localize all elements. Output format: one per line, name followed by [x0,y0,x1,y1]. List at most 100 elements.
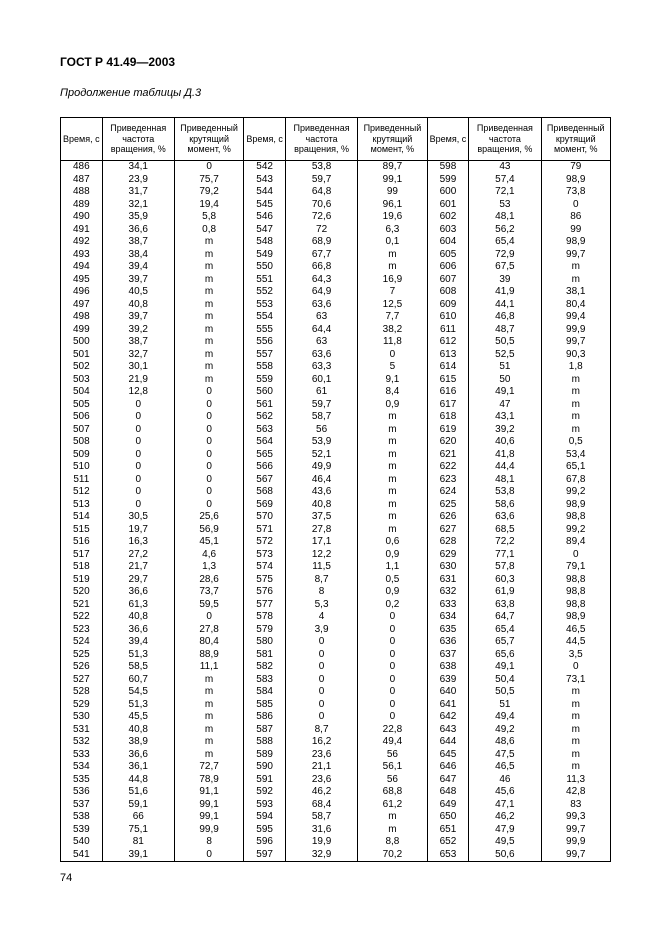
table-cell: 609 [427,299,469,312]
table-cell: 647 [427,774,469,787]
table-cell: 19,9 [285,836,357,849]
table-cell: 557 [244,349,286,362]
table-cell: 19,4 [174,199,243,212]
table-cell: 12,8 [102,386,174,399]
table-cell: 58,7 [285,411,357,424]
table-cell: 79,1 [541,561,611,574]
table-cell: m [541,261,611,274]
table-cell: 49,2 [469,724,541,737]
table-cell: 49,4 [358,736,427,749]
table-row: 48831,779,254464,89960072,173,8 [61,186,611,199]
table-cell: 52,1 [285,449,357,462]
table-cell: 558 [244,361,286,374]
table-cell: 73,7 [174,586,243,599]
table-cell: 0 [358,611,427,624]
table-row: 50132,7m55763,6061352,590,3 [61,349,611,362]
table-cell: 99,1 [174,811,243,824]
table-cell: 30,1 [102,361,174,374]
table-cell: 572 [244,536,286,549]
table-row: 51727,24,657312,20,962977,10 [61,549,611,562]
table-cell: 622 [427,461,469,474]
table-cell: 570 [244,511,286,524]
table-cell: 610 [427,311,469,324]
table-cell: m [358,486,427,499]
table-cell: 90,3 [541,349,611,362]
table-cell: m [174,699,243,712]
table-cell: m [174,261,243,274]
table-cell: 66 [102,811,174,824]
table-cell: 527 [61,674,103,687]
table-row: 48634,1054253,889,75984379 [61,161,611,174]
table-cell: 75,1 [102,824,174,837]
table-cell: 8,4 [358,386,427,399]
table-cell: 567 [244,474,286,487]
table-row: 5080056453,9m62040,60,5 [61,436,611,449]
table-cell: 507 [61,424,103,437]
table-cell: 5,8 [174,211,243,224]
table-cell: 53,4 [541,449,611,462]
table-cell: 598 [427,161,469,174]
table-cell: 526 [61,661,103,674]
table-cell: 40,6 [469,436,541,449]
table-cell: 587 [244,724,286,737]
table-cell: 47,5 [469,749,541,762]
table-cell: 0 [174,461,243,474]
table-cell: 61,9 [469,586,541,599]
table-cell: 72,6 [285,211,357,224]
table-cell: 46,5 [469,761,541,774]
table-cell: 58,5 [102,661,174,674]
table-cell: 5,3 [285,599,357,612]
table-cell: 65,7 [469,636,541,649]
table-cell: 0 [285,649,357,662]
table-cell: m [541,374,611,387]
table-cell: 644 [427,736,469,749]
table-cell: 522 [61,611,103,624]
table-row: 5130056940,8m62558,698,9 [61,499,611,512]
table-cell: 29,7 [102,574,174,587]
table-cell: 51 [469,699,541,712]
table-cell: 641 [427,699,469,712]
table-cell: 36,6 [102,624,174,637]
table-cell: 60,3 [469,574,541,587]
table-row: 50230,1m55863,35614511,8 [61,361,611,374]
table-cell: 571 [244,524,286,537]
table-cell: m [174,711,243,724]
table-cell: 98,8 [541,511,611,524]
table-cell: 650 [427,811,469,824]
table-cell: m [358,249,427,262]
table-cell: 577 [244,599,286,612]
table-cell: 40,5 [102,286,174,299]
table-cell: 38,7 [102,236,174,249]
table-cell: m [358,524,427,537]
table-cell: m [358,411,427,424]
table-cell: 0 [102,424,174,437]
table-cell: 73,8 [541,186,611,199]
table-cell: 46,2 [469,811,541,824]
table-cell: 0 [102,411,174,424]
table-cell: 503 [61,374,103,387]
table-cell: 632 [427,586,469,599]
table-cell: 0 [358,636,427,649]
table-cell: 48,6 [469,736,541,749]
table-cell: 80,4 [541,299,611,312]
table-cell: 637 [427,649,469,662]
table-cell: 549 [244,249,286,262]
table-cell: 524 [61,636,103,649]
table-cell: 0 [174,611,243,624]
table-cell: 495 [61,274,103,287]
table-row: 51929,728,65758,70,563160,398,8 [61,574,611,587]
table-row: 49238,7m54868,90,160465,498,9 [61,236,611,249]
table-cell: 51,3 [102,699,174,712]
table-cell: 535 [61,774,103,787]
table-cell: 537 [61,799,103,812]
table-cell: 49,1 [469,386,541,399]
table-row: 53544,878,959123,6566474611,3 [61,774,611,787]
table-cell: 8 [285,586,357,599]
table-row: 49035,95,854672,619,660248,186 [61,211,611,224]
table-cell: 9,1 [358,374,427,387]
table-cell: 28,6 [174,574,243,587]
table-cell: 65,6 [469,649,541,662]
table-cell: 544 [244,186,286,199]
table-cell: 646 [427,761,469,774]
table-cell: 590 [244,761,286,774]
